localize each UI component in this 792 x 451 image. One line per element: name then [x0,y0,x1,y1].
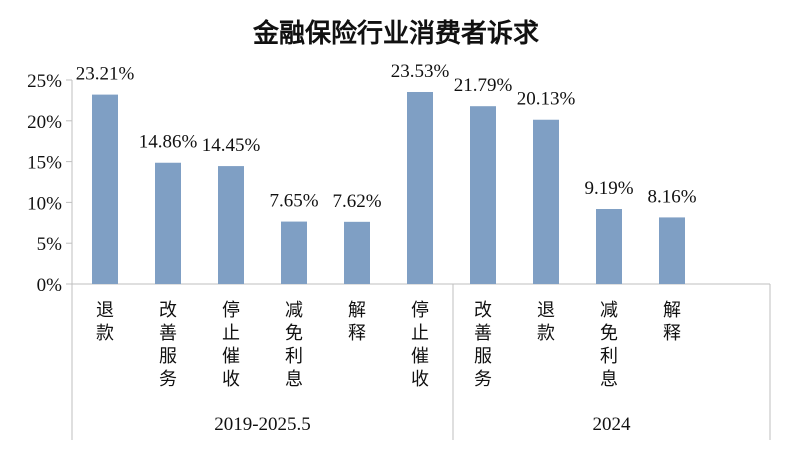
bar [407,91,433,284]
bar [533,119,559,284]
category-label: 停止催收 [411,300,429,390]
data-label: 23.53% [391,61,450,82]
y-tick-label: 5% [37,234,63,255]
bar [596,209,622,284]
data-label: 8.16% [647,186,696,207]
category-label: 停止催收 [222,300,240,390]
y-tick-label: 20% [27,112,62,133]
chart-title: 金融保险行业消费者诉求 [252,18,539,49]
y-tick-label: 10% [27,193,62,214]
bar [659,217,685,284]
bar [92,94,118,284]
category-label: 解释 [348,300,366,344]
bar [218,166,244,284]
y-tick-label: 25% [27,71,62,92]
data-label: 14.45% [202,135,261,156]
bar [344,221,370,284]
data-label: 14.86% [139,132,198,153]
category-labels: 退款 改善服务 停止催收 减免利息 解释 2019-2025.5 停止催收 改善服务 退款 减免利… [96,300,681,435]
data-labels: 23.21% 14.86% 14.45% 7.65% 7.62% 23.53%21.79%… [76,61,697,212]
category-label: 解释 [663,300,681,344]
y-tick-label: 0% [37,275,63,296]
data-label: 7.62% [332,191,381,212]
bar [470,106,496,284]
data-label: 9.19% [584,178,633,199]
bar [155,162,181,284]
category-label: 改善服务 [474,300,492,390]
data-label: 20.13% [517,89,576,110]
data-label: 21.79% [454,75,513,96]
group-label: 2024 [593,414,632,435]
group-label: 2019-2025.5 [214,414,311,435]
bars [92,91,685,284]
data-label: 23.21% [76,64,135,85]
category-label: 改善服务 [159,300,177,390]
bar [281,221,307,284]
category-label: 退款 [96,300,114,344]
y-tick-label: 15% [27,153,62,174]
category-label: 减免利息 [285,300,303,390]
axes: 0% 5% 10% 15% 20% 25% [27,71,771,440]
category-label: 减免利息 [600,300,618,390]
data-label: 7.65% [269,191,318,212]
category-label: 退款 [537,300,555,344]
